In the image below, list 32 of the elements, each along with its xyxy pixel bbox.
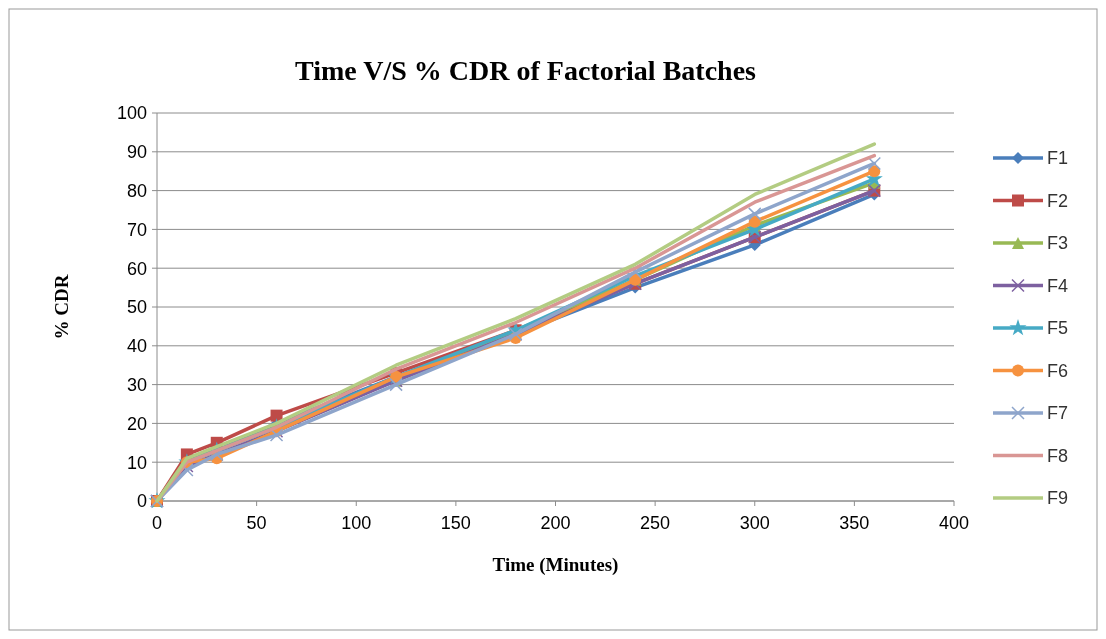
x-tick-label: 400 <box>938 513 970 533</box>
x-tick-label: 250 <box>640 513 671 533</box>
legend-label: F6 <box>1047 360 1069 381</box>
x-tick-label: 350 <box>839 513 870 533</box>
legend-label: F5 <box>1047 318 1069 339</box>
y-tick-label: 20 <box>126 413 147 434</box>
x-tick-label: 50 <box>246 513 267 533</box>
chart-title: Time V/S % CDR of Factorial Batches <box>295 55 757 86</box>
y-tick-label: 70 <box>126 219 147 240</box>
y-axis-title: % CDR <box>51 274 72 340</box>
y-tick-label: 40 <box>126 336 147 357</box>
x-axis-title: Time (Minutes) <box>492 554 619 576</box>
legend-label: F8 <box>1047 445 1069 466</box>
x-tick-label: 100 <box>341 513 372 533</box>
x-tick-label: 200 <box>540 513 571 533</box>
y-tick-label: 90 <box>126 142 147 163</box>
legend-label: F4 <box>1047 275 1069 296</box>
y-tick-label: 0 <box>136 491 147 512</box>
y-tick-label: 30 <box>126 374 147 395</box>
legend-label: F9 <box>1047 488 1069 509</box>
legend-label: F7 <box>1047 403 1069 424</box>
x-tick-label: 0 <box>151 513 163 533</box>
legend-label: F1 <box>1047 148 1069 169</box>
y-tick-label: 60 <box>126 258 147 279</box>
y-tick-label: 80 <box>126 180 147 201</box>
x-tick-label: 300 <box>739 513 770 533</box>
x-tick-label: 150 <box>440 513 471 533</box>
y-tick-label: 100 <box>116 103 147 124</box>
legend-label: F2 <box>1047 190 1069 211</box>
y-tick-label: 50 <box>126 297 147 318</box>
legend-label: F3 <box>1047 233 1069 254</box>
y-tick-label: 10 <box>126 452 147 473</box>
